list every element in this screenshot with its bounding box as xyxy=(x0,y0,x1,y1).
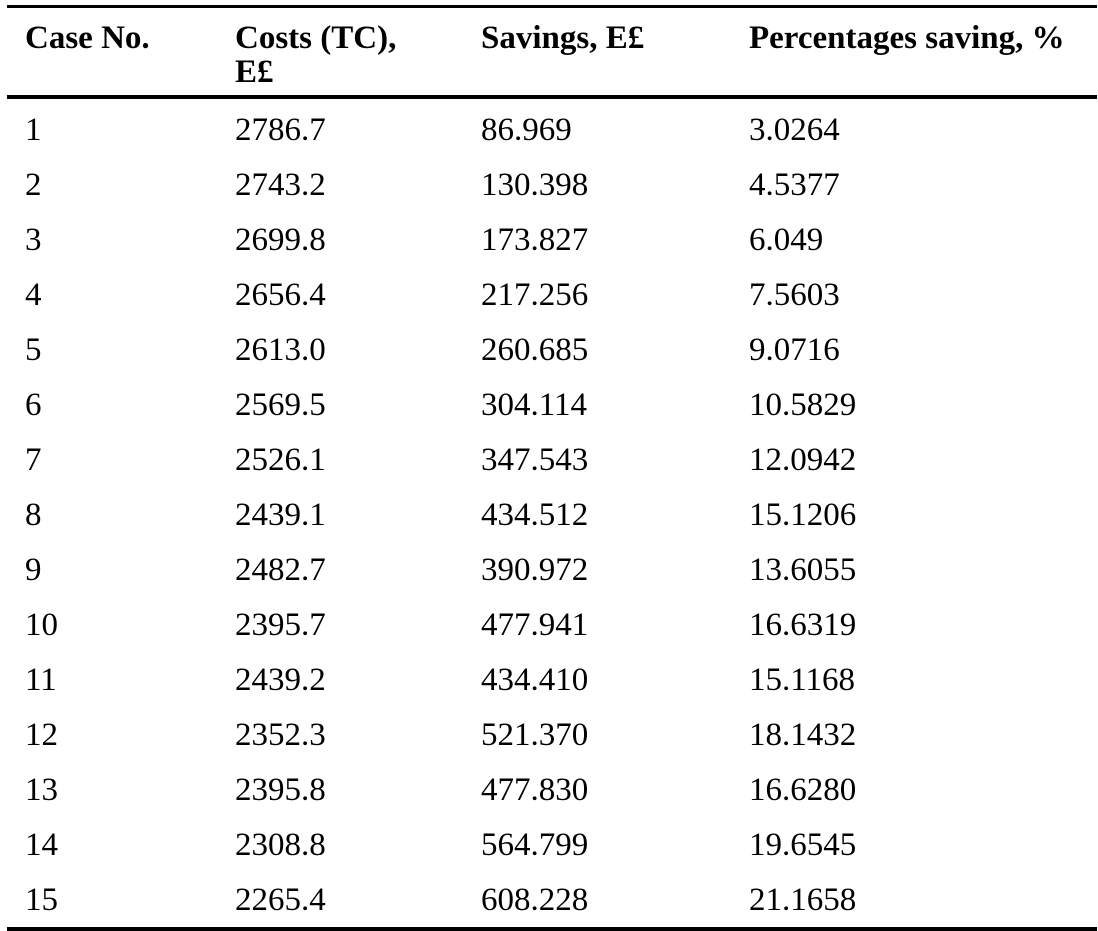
cell-savings: 434.410 xyxy=(481,661,589,698)
header-percentages-line1: Percentages saving, % xyxy=(749,20,1065,56)
table-row: 12 2352.3 521.370 18.1432 xyxy=(7,707,1097,762)
table-header: Case No. Costs (TC), E£ Savings, E£ Perce… xyxy=(7,6,1097,98)
cell-case-no: 2 xyxy=(25,166,42,203)
table-row: 13 2395.8 477.830 16.6280 xyxy=(7,762,1097,817)
cell-cost: 2786.7 xyxy=(235,111,326,148)
cell-percent-saving: 18.1432 xyxy=(749,716,857,753)
cell-cost: 2699.8 xyxy=(235,221,326,258)
cell-cost: 2613.0 xyxy=(235,331,326,368)
cost-savings-table: Case No. Costs (TC), E£ Savings, E£ Perce… xyxy=(7,5,1097,931)
cell-percent-saving: 9.0716 xyxy=(749,331,840,368)
cell-case-no: 6 xyxy=(25,386,42,423)
table-row: 2 2743.2 130.398 4.5377 xyxy=(7,157,1097,212)
table-row: 15 2265.4 608.228 21.1658 xyxy=(7,872,1097,929)
cell-savings: 260.685 xyxy=(481,331,589,368)
table-body: 1 2786.7 86.969 3.0264 2 2743.2 130.398 4.5377 3… xyxy=(7,97,1097,929)
cell-savings: 304.114 xyxy=(481,386,588,423)
table-row: 11 2439.2 434.410 15.1168 xyxy=(7,652,1097,707)
cell-case-no: 3 xyxy=(25,221,42,258)
cell-percent-saving: 16.6280 xyxy=(749,771,857,808)
cell-savings: 130.398 xyxy=(481,166,589,203)
cell-cost: 2439.1 xyxy=(235,496,326,533)
cell-cost: 2308.8 xyxy=(235,826,326,863)
cell-cost: 2482.7 xyxy=(235,551,326,588)
header-case-no: Case No. xyxy=(7,7,217,98)
cell-percent-saving: 4.5377 xyxy=(749,166,840,203)
header-costs-line2: E£ xyxy=(235,54,274,90)
cell-cost: 2743.2 xyxy=(235,166,326,203)
header-percentages-saving: Percentages saving, % xyxy=(731,7,1097,98)
cell-savings: 477.830 xyxy=(481,771,589,808)
table-row: 1 2786.7 86.969 3.0264 xyxy=(7,97,1097,157)
header-savings: Savings, E£ xyxy=(463,7,731,98)
table-row: 4 2656.4 217.256 7.5603 xyxy=(7,267,1097,322)
data-table-container: Case No. Costs (TC), E£ Savings, E£ Perce… xyxy=(7,5,1097,931)
cell-cost: 2395.8 xyxy=(235,771,326,808)
cell-case-no: 10 xyxy=(25,606,58,643)
cell-percent-saving: 15.1168 xyxy=(749,661,856,698)
cell-percent-saving: 6.049 xyxy=(749,221,824,258)
cell-percent-saving: 10.5829 xyxy=(749,386,857,423)
cell-case-no: 8 xyxy=(25,496,42,533)
cell-cost: 2265.4 xyxy=(235,881,326,918)
cell-percent-saving: 3.0264 xyxy=(749,111,840,148)
cell-case-no: 15 xyxy=(25,881,58,918)
table-row: 10 2395.7 477.941 16.6319 xyxy=(7,597,1097,652)
cell-savings: 217.256 xyxy=(481,276,589,313)
cell-savings: 86.969 xyxy=(481,111,572,148)
cell-case-no: 12 xyxy=(25,716,58,753)
cell-case-no: 1 xyxy=(25,111,42,148)
cell-savings: 477.941 xyxy=(481,606,589,643)
cell-percent-saving: 13.6055 xyxy=(749,551,857,588)
table-row: 6 2569.5 304.114 10.5829 xyxy=(7,377,1097,432)
cell-savings: 608.228 xyxy=(481,881,589,918)
cell-percent-saving: 16.6319 xyxy=(749,606,857,643)
cell-savings: 521.370 xyxy=(481,716,589,753)
cell-percent-saving: 7.5603 xyxy=(749,276,840,313)
header-savings-line1: Savings, E£ xyxy=(481,20,645,56)
header-row: Case No. Costs (TC), E£ Savings, E£ Perce… xyxy=(7,6,1097,98)
cell-percent-saving: 19.6545 xyxy=(749,826,857,863)
cell-cost: 2439.2 xyxy=(235,661,326,698)
header-case-no-line1: Case No. xyxy=(25,20,150,56)
cell-percent-saving: 21.1658 xyxy=(749,881,857,918)
cell-case-no: 11 xyxy=(25,661,57,698)
header-costs-line1: Costs (TC), xyxy=(235,20,397,56)
table-row: 5 2613.0 260.685 9.0716 xyxy=(7,322,1097,377)
table-row: 9 2482.7 390.972 13.6055 xyxy=(7,542,1097,597)
cell-savings: 173.827 xyxy=(481,221,589,258)
cell-savings: 564.799 xyxy=(481,826,589,863)
cell-savings: 390.972 xyxy=(481,551,589,588)
table-row: 8 2439.1 434.512 15.1206 xyxy=(7,487,1097,542)
cell-savings: 434.512 xyxy=(481,496,589,533)
cell-savings: 347.543 xyxy=(481,441,589,478)
table-row: 14 2308.8 564.799 19.6545 xyxy=(7,817,1097,872)
header-costs: Costs (TC), E£ xyxy=(217,7,463,98)
cell-case-no: 14 xyxy=(25,826,58,863)
cell-case-no: 9 xyxy=(25,551,42,588)
cell-case-no: 5 xyxy=(25,331,42,368)
cell-case-no: 4 xyxy=(25,276,42,313)
cell-cost: 2352.3 xyxy=(235,716,326,753)
table-row: 7 2526.1 347.543 12.0942 xyxy=(7,432,1097,487)
cell-cost: 2569.5 xyxy=(235,386,326,423)
cell-cost: 2526.1 xyxy=(235,441,326,478)
cell-percent-saving: 12.0942 xyxy=(749,441,857,478)
cell-percent-saving: 15.1206 xyxy=(749,496,857,533)
cell-case-no: 13 xyxy=(25,771,58,808)
cell-case-no: 7 xyxy=(25,441,42,478)
cell-cost: 2395.7 xyxy=(235,606,326,643)
table-row: 3 2699.8 173.827 6.049 xyxy=(7,212,1097,267)
cell-cost: 2656.4 xyxy=(235,276,326,313)
